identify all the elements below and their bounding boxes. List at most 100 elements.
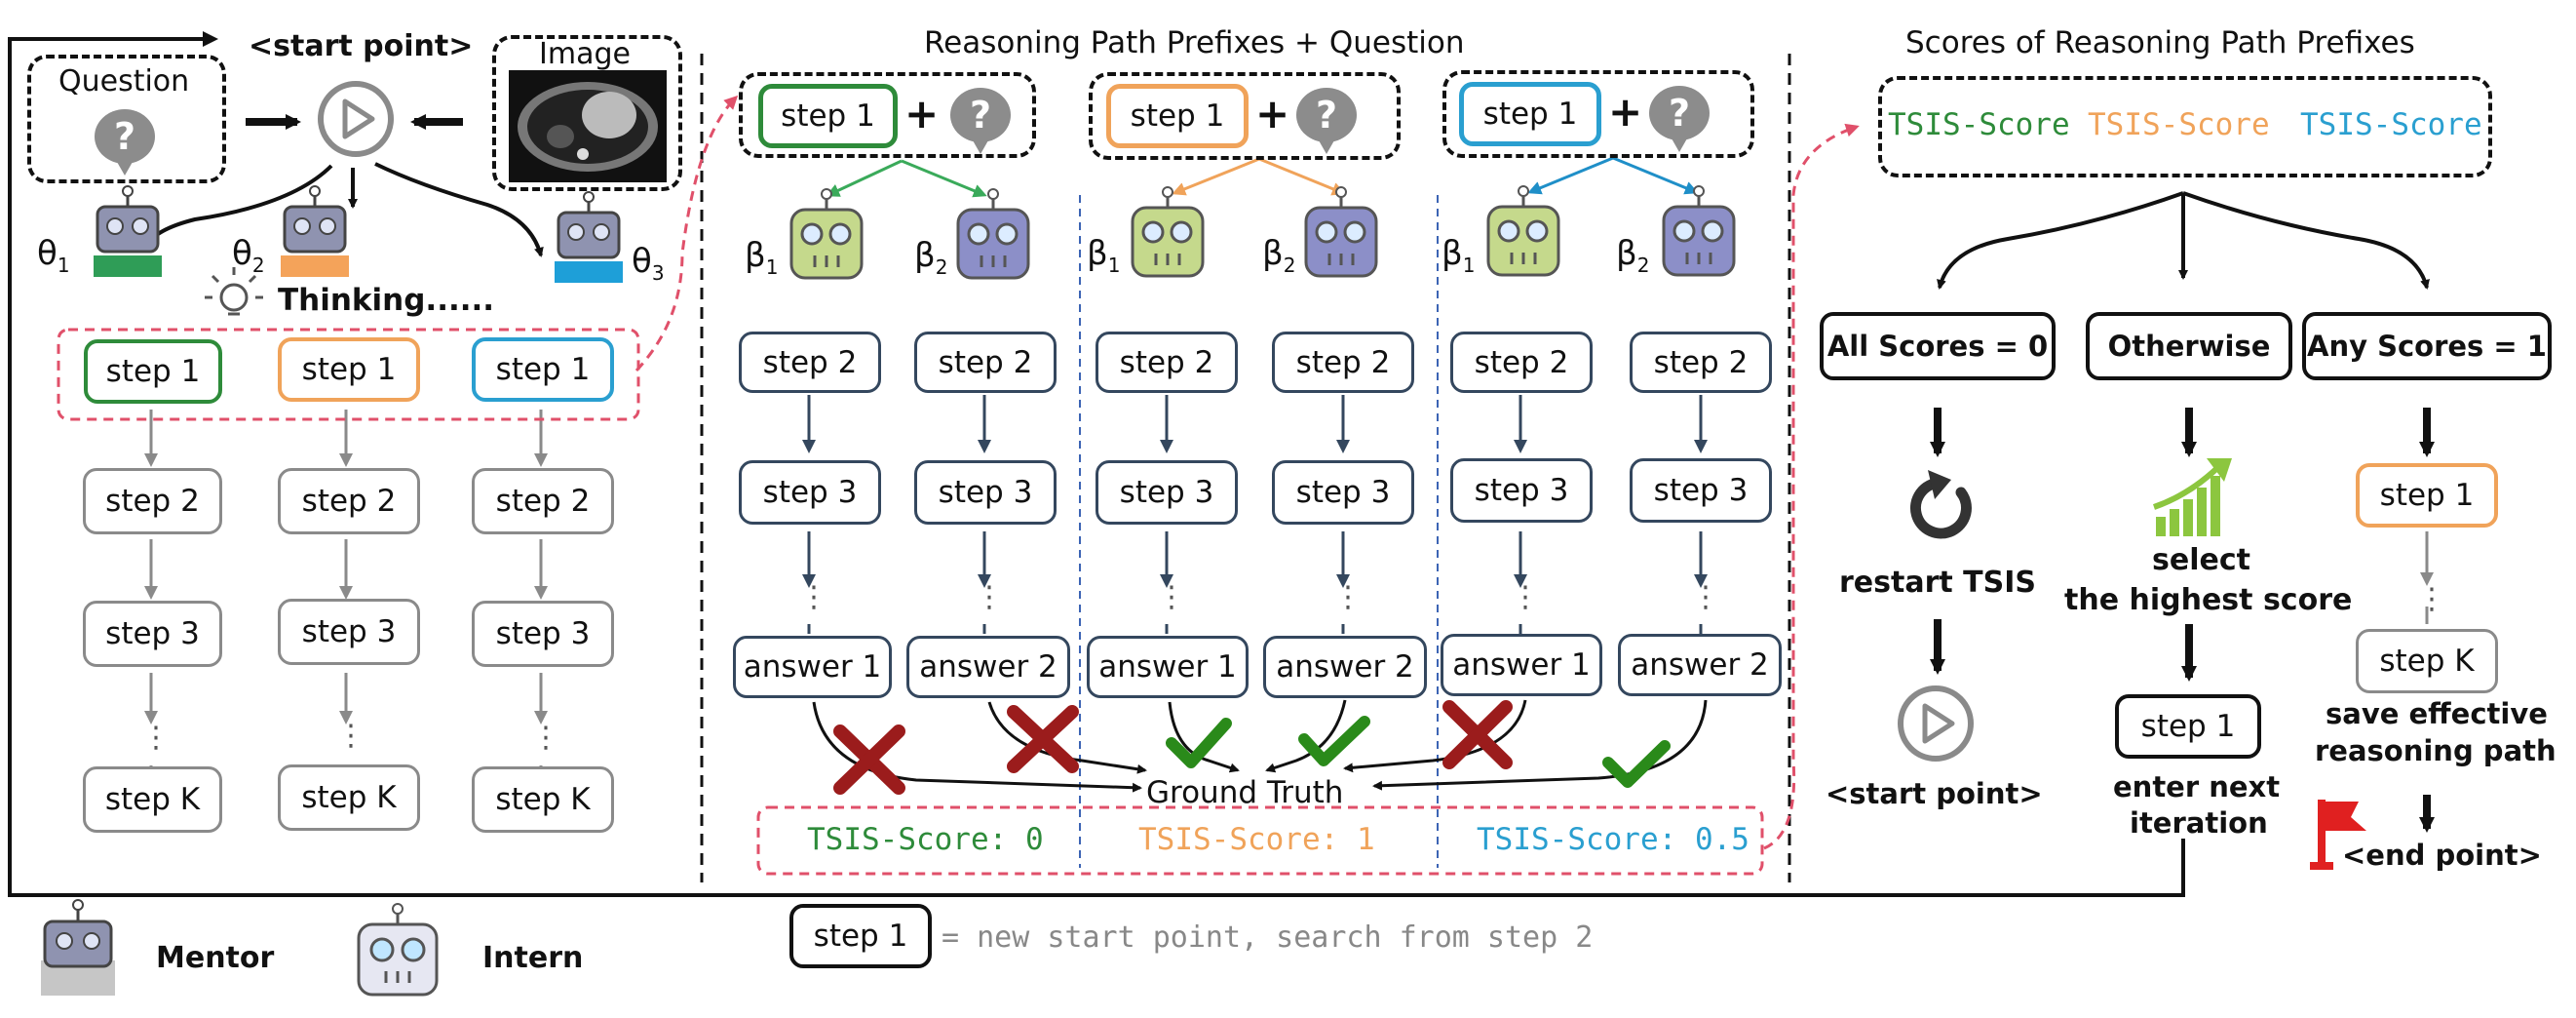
intern-robot-icon — [1304, 186, 1378, 278]
right-stepk: step K — [2356, 629, 2498, 693]
mid-answer2-c: answer 2 — [1618, 634, 1782, 696]
theta-3: θ3 — [632, 242, 665, 285]
start-point-icon — [318, 81, 394, 157]
left-step2-a: step 2 — [83, 468, 222, 534]
start-point-label: <start point> — [249, 29, 474, 63]
case-all-zero: All Scores = 0 — [1820, 312, 2056, 380]
legend-note: = new start point, search from step 2 — [942, 920, 1594, 955]
plus-blue: + — [1608, 88, 1643, 136]
enter-label-1: enter next — [2113, 770, 2281, 803]
ct-scan-image — [509, 70, 667, 182]
mid-ellipsis-3: ⋮ — [1157, 580, 1186, 614]
mid-step3-1: step 3 — [739, 460, 881, 525]
growth-chart-icon — [2153, 458, 2232, 536]
start-point-icon-right — [1898, 685, 1974, 762]
beta-2-b: β2 — [1262, 234, 1296, 277]
thinking-label: Thinking...... — [278, 283, 495, 318]
mid-answer1-b: answer 1 — [1087, 636, 1249, 698]
lightbulb-icon — [205, 267, 263, 316]
mid-step2-4: step 2 — [1272, 332, 1414, 393]
plus-orange: + — [1255, 90, 1290, 137]
left-stepk-a: step K — [83, 766, 222, 833]
select-label-1: select — [2152, 543, 2250, 577]
intern-robot-icon — [1486, 185, 1560, 277]
question-bubble-icon: ? — [1296, 88, 1357, 154]
mid-answer1-c: answer 1 — [1441, 634, 1602, 696]
prefix-step1-orange: step 1 — [1106, 84, 1249, 148]
middle-header: Reasoning Path Prefixes + Question — [924, 25, 1465, 60]
cross-answer-1a — [833, 724, 905, 795]
mentor-robot-icon — [555, 191, 623, 283]
left-step1-orange: step 1 — [278, 337, 420, 402]
restart-label: restart TSIS — [1839, 566, 2037, 600]
beta-1-b: β1 — [1087, 234, 1121, 277]
enter-label-2: iteration — [2130, 806, 2268, 840]
tsis-score-orange: TSIS-Score — [2088, 107, 2270, 142]
check-answer-3b — [1602, 740, 1671, 788]
legend-step1: step 1 — [789, 904, 932, 968]
left-ellipsis-b: ⋮ — [336, 719, 365, 753]
theta-2: θ2 — [232, 234, 265, 277]
left-ellipsis-a: ⋮ — [141, 721, 171, 755]
mid-step2-2: step 2 — [914, 332, 1057, 393]
cross-answer-3a — [1442, 700, 1513, 769]
question-bubble-icon: ? — [950, 88, 1011, 154]
legend-intern-icon — [357, 903, 439, 997]
left-stepk-b: step K — [278, 764, 420, 831]
right-ellipsis: ⋮ — [2417, 582, 2446, 616]
mid-step3-5: step 3 — [1450, 458, 1593, 523]
score-0-5: TSIS-Score: 0.5 — [1477, 822, 1749, 857]
left-step2-b: step 2 — [278, 468, 420, 534]
case-any-one: Any Scores = 1 — [2302, 312, 2552, 380]
left-step1-green: step 1 — [84, 339, 222, 404]
image-label: Image — [539, 37, 631, 71]
question-label: Question — [58, 64, 190, 98]
tsis-score-blue: TSIS-Score — [2300, 107, 2482, 142]
score-1: TSIS-Score: 1 — [1138, 822, 1375, 857]
mid-ellipsis-5: ⋮ — [1511, 580, 1540, 614]
mid-step3-2: step 3 — [914, 460, 1057, 525]
prefix-step1-blue: step 1 — [1459, 82, 1601, 146]
mid-ellipsis-2: ⋮ — [975, 580, 1004, 614]
mid-step2-5: step 2 — [1450, 332, 1593, 393]
mid-step3-3: step 3 — [1096, 460, 1238, 525]
prefix-box-green — [739, 72, 1036, 158]
start-point-label-right: <start point> — [1826, 777, 2043, 810]
question-bubble-icon: ? — [95, 109, 155, 176]
legend-mentor-icon — [41, 899, 115, 996]
left-step3-b: step 3 — [278, 599, 420, 665]
mentor-robot-icon — [281, 185, 349, 277]
legend-intern-label: Intern — [482, 941, 584, 975]
left-step2-c: step 2 — [472, 468, 614, 534]
question-box — [27, 55, 226, 183]
save-label-1: save effective — [2326, 697, 2548, 730]
mid-step2-1: step 2 — [739, 332, 881, 393]
link-middle-to-right — [1763, 123, 1860, 850]
ground-truth-label: Ground Truth — [1146, 775, 1344, 810]
beta-1-c: β1 — [1442, 234, 1476, 277]
beta-2-c: β2 — [1616, 234, 1650, 277]
mid-step3-4: step 3 — [1272, 460, 1414, 525]
mid-answer2-a: answer 2 — [906, 636, 1070, 698]
prefix-box-blue — [1442, 70, 1754, 158]
theta-1: θ1 — [37, 234, 70, 277]
image-box — [492, 35, 682, 191]
intern-robot-icon — [956, 188, 1030, 280]
left-ellipsis-c: ⋮ — [531, 721, 560, 755]
iteration-loop-line — [8, 31, 2185, 897]
left-step3-a: step 3 — [83, 601, 222, 667]
select-label-2: the highest score — [2064, 583, 2353, 617]
case-otherwise: Otherwise — [2086, 312, 2292, 380]
mid-ellipsis-4: ⋮ — [1333, 580, 1363, 614]
save-label-2: reasoning path — [2315, 734, 2557, 767]
mentor-robot-icon — [94, 185, 162, 277]
right-step1-black: step 1 — [2115, 694, 2261, 759]
score-0: TSIS-Score: 0 — [807, 822, 1044, 857]
right-step1-orange: step 1 — [2356, 463, 2498, 528]
tsis-score-green: TSIS-Score — [1888, 107, 2070, 142]
tsis-scores-box — [1878, 76, 2492, 177]
restart-icon — [1910, 470, 1972, 539]
prefix-box-orange — [1089, 72, 1401, 160]
beta-2-a: β2 — [914, 236, 948, 279]
